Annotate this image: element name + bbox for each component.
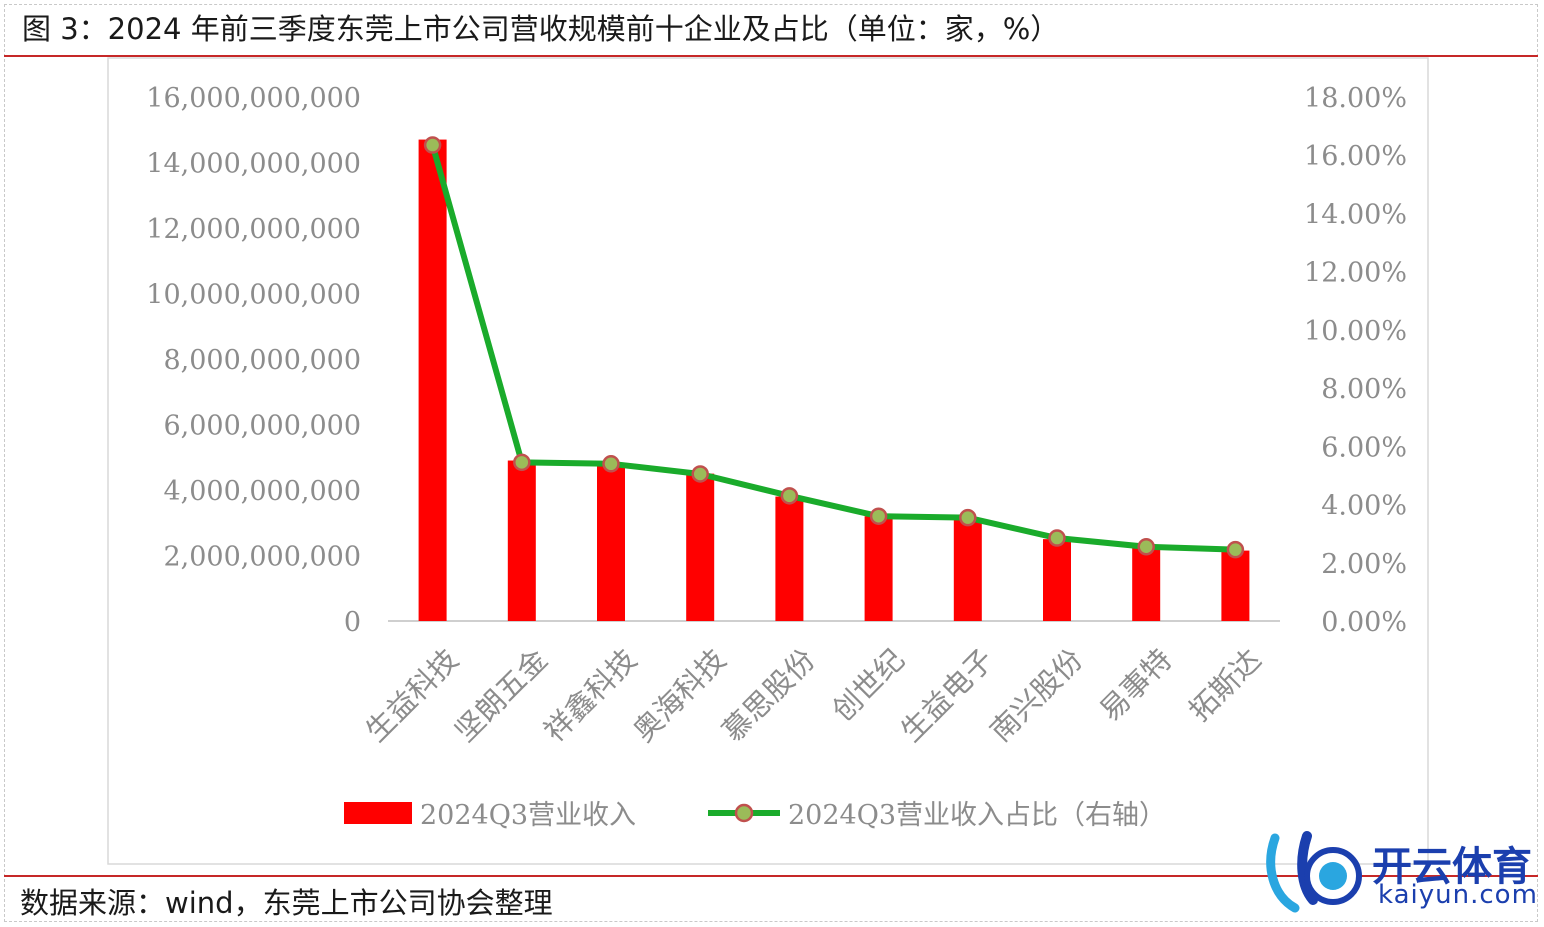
plot-area-border <box>107 57 1429 865</box>
left-tick-label: 8,000,000,000 <box>163 345 361 376</box>
category-label: 奥海科技 <box>626 642 732 748</box>
bar <box>775 496 804 621</box>
line-point <box>423 136 442 154</box>
bar <box>686 473 715 621</box>
category-label: 创世纪 <box>825 642 911 728</box>
bar <box>1132 545 1161 621</box>
line-point <box>869 507 888 525</box>
line-point <box>1137 538 1155 556</box>
title-rule <box>4 55 1538 57</box>
legend-line-label: 2024Q3营业收入占比（右轴） <box>788 800 1166 831</box>
left-tick-label: 16,000,000,000 <box>146 83 361 114</box>
line-point <box>1048 529 1066 547</box>
watermark-text-cn: 开云体育 <box>1372 844 1532 890</box>
line-point <box>1226 540 1245 559</box>
right-tick-label: 16.00% <box>1304 141 1407 172</box>
right-axis: 0.00% 2.00% 4.00% 6.00% 8.00% 10.00% 12.00% 14.… <box>1304 83 1407 638</box>
bar <box>597 463 625 621</box>
category-label: 生益科技 <box>359 642 465 748</box>
category-label: 易事特 <box>1093 642 1179 728</box>
watermark-logo-icon <box>1266 831 1362 913</box>
left-tick-label: 4,000,000,000 <box>163 476 361 507</box>
left-tick-label: 12,000,000,000 <box>146 214 361 245</box>
left-tick-label: 2,000,000,000 <box>163 542 361 573</box>
share-line <box>429 144 1236 553</box>
left-tick-label: 10,000,000,000 <box>146 280 361 311</box>
category-label: 祥鑫科技 <box>537 642 643 748</box>
watermark-text-en: kaiyun.com <box>1378 880 1538 910</box>
line-series <box>423 136 1245 559</box>
right-tick-label: 4.00% <box>1321 491 1407 522</box>
bar <box>864 516 893 621</box>
legend-line-marker <box>734 803 754 823</box>
right-tick-label: 8.00% <box>1321 374 1407 405</box>
line-point <box>513 453 531 472</box>
category-label: 生益电子 <box>894 642 1000 748</box>
line-point <box>780 487 799 505</box>
right-tick-label: 2.00% <box>1321 549 1407 580</box>
right-tick-label: 14.00% <box>1304 199 1407 230</box>
footer-rule <box>4 875 1538 877</box>
left-tick-label: 0 <box>344 607 361 638</box>
left-tick-label: 14,000,000,000 <box>146 149 361 180</box>
bar <box>418 139 447 621</box>
bar <box>1043 539 1071 621</box>
left-axis: 0 2,000,000,000 4,000,000,000 6,000,000,000… <box>146 83 361 638</box>
right-tick-label: 18.00% <box>1304 83 1407 114</box>
bar <box>507 460 536 621</box>
category-label: 南兴股份 <box>983 642 1089 748</box>
right-tick-label: 6.00% <box>1321 432 1407 463</box>
category-label: 拓斯达 <box>1182 642 1268 728</box>
figure-title: 图 3：2024 年前三季度东莞上市公司营收规模前十企业及占比（单位：家，%） <box>22 12 1060 46</box>
bar <box>953 519 982 621</box>
left-tick-label: 6,000,000,000 <box>163 411 361 442</box>
legend: 2024Q3营业收入 2024Q3营业收入占比（右轴） <box>344 800 1166 831</box>
bar-series <box>418 139 1250 621</box>
right-tick-label: 10.00% <box>1304 316 1407 347</box>
right-tick-label: 12.00% <box>1304 258 1407 289</box>
line-point <box>691 465 709 483</box>
category-label: 慕思股份 <box>716 642 822 748</box>
figure-frame <box>4 4 1538 922</box>
bar <box>1221 550 1250 621</box>
source-note: 数据来源：wind，东莞上市公司协会整理 <box>20 886 553 920</box>
line-point <box>959 508 977 527</box>
line-point <box>602 455 620 473</box>
category-label: 坚朗五金 <box>448 642 554 748</box>
legend-bar-label: 2024Q3营业收入 <box>420 800 636 831</box>
legend-bar-swatch <box>344 802 412 824</box>
right-tick-label: 0.00% <box>1321 607 1407 638</box>
